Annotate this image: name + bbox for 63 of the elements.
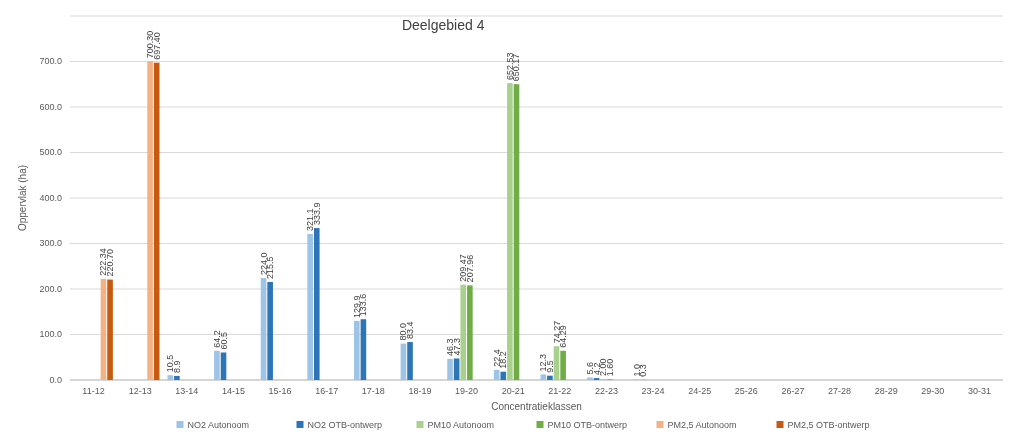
bar <box>220 352 227 380</box>
bar <box>507 83 513 380</box>
bar <box>353 320 360 380</box>
x-tick-label: 26-27 <box>781 386 805 396</box>
x-tick-label: 13-14 <box>175 386 199 396</box>
bar <box>453 358 460 380</box>
x-tick-label: 29-30 <box>921 386 945 396</box>
x-tick-label: 30-31 <box>967 386 991 396</box>
y-tick-label: 0.0 <box>49 374 62 385</box>
data-label: 5.6 <box>584 361 595 375</box>
x-tick-label: 14-15 <box>221 386 245 396</box>
x-tick-label: 18-19 <box>408 386 432 396</box>
bar <box>214 350 220 380</box>
bar <box>540 374 547 380</box>
bar <box>500 371 507 380</box>
x-tick-label: 19-20 <box>455 386 479 396</box>
bar <box>174 375 180 380</box>
x-tick-label: 23-24 <box>641 386 665 396</box>
x-axis-title: Concentratieklassen <box>491 401 582 412</box>
x-tick-label: 21-22 <box>548 386 572 396</box>
y-axis-title: Oppervlak (ha) <box>17 164 28 232</box>
x-tick-label: 11-12 <box>82 386 105 396</box>
bar <box>467 285 473 380</box>
bar <box>560 350 566 380</box>
bar <box>553 346 560 380</box>
x-tick-label: 20-21 <box>501 386 525 396</box>
y-tick-label: 400.0 <box>39 192 62 203</box>
bar <box>447 358 453 380</box>
bar <box>147 61 153 380</box>
x-tick-label: 12-13 <box>128 386 152 396</box>
data-label: 83.4 <box>405 321 416 340</box>
bar <box>407 342 413 380</box>
x-tick-label: 17-18 <box>361 386 385 396</box>
bar <box>460 284 467 380</box>
x-tick-label: 24-25 <box>688 386 712 396</box>
legend-label: NO2 OTB-ontwerp <box>307 420 383 430</box>
x-tick-label: 22-23 <box>594 386 618 396</box>
chart-title: Deelgebied 4 <box>401 17 485 33</box>
y-tick-label: 100.0 <box>39 329 62 340</box>
legend-label: PM2,5 Autonoom <box>667 420 737 430</box>
bar <box>107 279 113 380</box>
data-label: 64.2 <box>211 330 222 348</box>
y-tick-label: 300.0 <box>39 238 62 249</box>
bar <box>547 375 553 380</box>
legend-label: PM10 OTB-ontwerp <box>547 420 628 430</box>
bar <box>313 228 320 380</box>
bar <box>587 377 593 380</box>
x-tick-label: 15-16 <box>268 386 292 396</box>
data-label: 220.70 <box>105 249 116 277</box>
x-tick-label: 27-28 <box>828 386 852 396</box>
x-tick-label: 25-26 <box>734 386 758 396</box>
legend-label: NO2 Autonoom <box>187 420 250 430</box>
bar <box>267 281 273 380</box>
legend-label: PM10 Autonoom <box>427 420 495 430</box>
bar <box>167 375 174 380</box>
bar <box>307 233 313 380</box>
x-tick-label: 16-17 <box>315 386 339 396</box>
y-tick-label: 700.0 <box>39 56 62 67</box>
y-tick-label: 200.0 <box>39 283 62 294</box>
x-tick-label: 28-29 <box>874 386 898 396</box>
y-tick-label: 500.0 <box>39 147 62 158</box>
y-tick-label: 600.0 <box>39 101 62 112</box>
legend-label: PM2,5 OTB-ontwerp <box>787 420 870 430</box>
